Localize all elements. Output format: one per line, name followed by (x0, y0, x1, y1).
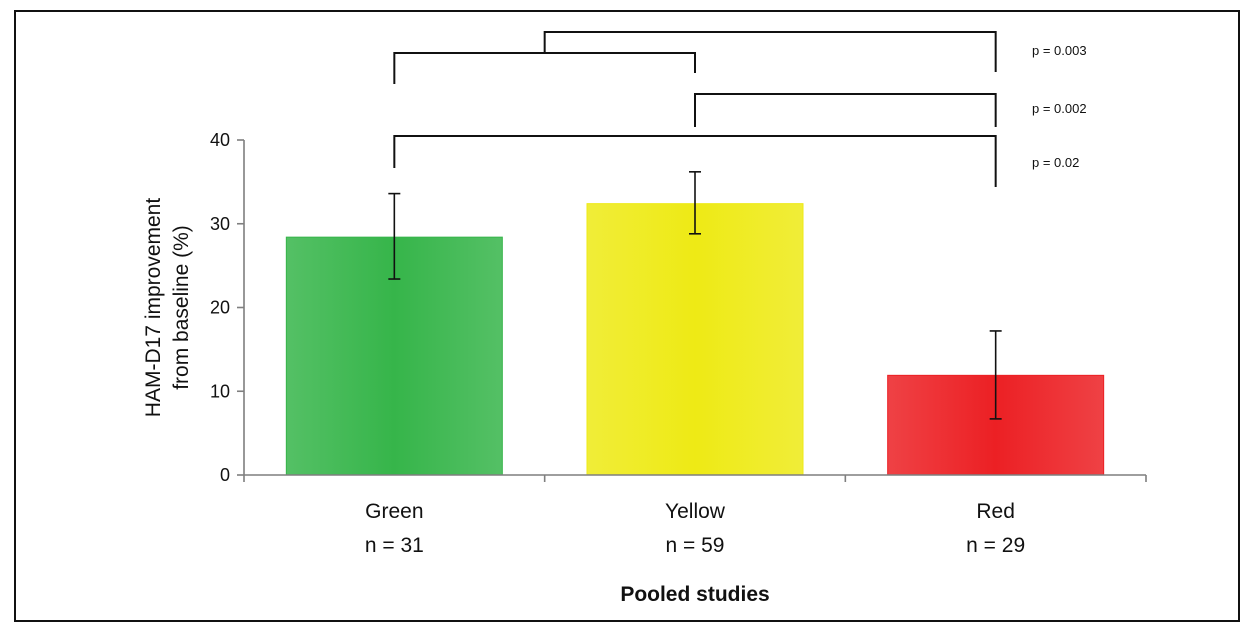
bracket-green-yellow (393, 52, 696, 84)
bars (285, 203, 1105, 476)
y-axis-title: from baseline (%) (170, 225, 193, 390)
significance-brackets (393, 31, 997, 187)
p-value-label: p = 0.02 (1032, 155, 1079, 170)
x-tick-label: Yellow (665, 500, 726, 523)
y-tick-label: 0 (220, 465, 230, 485)
p-value-label: p = 0.003 (1032, 43, 1087, 58)
bar-yellow (586, 203, 804, 476)
error-bar-green (388, 192, 401, 280)
labels: 0 10 20 30 40 Green n = 31 Yellow n = 59 Red n = 2… (142, 43, 1087, 606)
x-tick-label: Red (976, 500, 1015, 523)
error-bar-red (989, 330, 1002, 420)
axes (237, 139, 1147, 482)
x-tick-sublabel: n = 31 (365, 534, 424, 557)
bracket-p003 (543, 31, 997, 72)
y-tick-label: 30 (210, 214, 230, 234)
y-tick-label: 20 (210, 298, 230, 318)
x-axis-title: Pooled studies (620, 583, 769, 606)
error-bar-yellow (689, 171, 701, 235)
p-value-label: p = 0.002 (1032, 101, 1087, 116)
y-axis-title: HAM-D17 improvement (142, 198, 165, 418)
error-bars (388, 171, 1002, 420)
y-tick-label: 40 (210, 130, 230, 150)
bracket-p02 (393, 135, 997, 187)
y-tick-label: 10 (210, 381, 230, 401)
x-tick-label: Green (365, 500, 423, 523)
x-tick-sublabel: n = 29 (966, 534, 1025, 557)
bracket-p002 (694, 93, 997, 127)
x-tick-sublabel: n = 59 (666, 534, 725, 557)
